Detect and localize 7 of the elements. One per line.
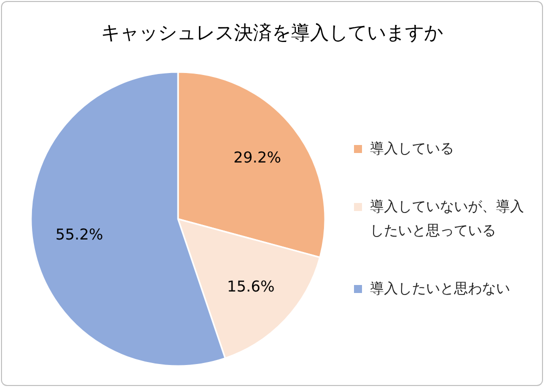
legend-label: 導入していないが、導入したいと思っている <box>370 199 524 239</box>
data-label: 15.6% <box>227 278 275 296</box>
legend-label: 導入したいと思わない <box>370 281 510 297</box>
data-label: 29.2% <box>234 148 282 166</box>
legend-label: 導入している <box>370 141 454 157</box>
data-label: 55.2% <box>56 225 104 244</box>
chart-title: キャッシュレス決済を導入していますか <box>100 21 444 46</box>
